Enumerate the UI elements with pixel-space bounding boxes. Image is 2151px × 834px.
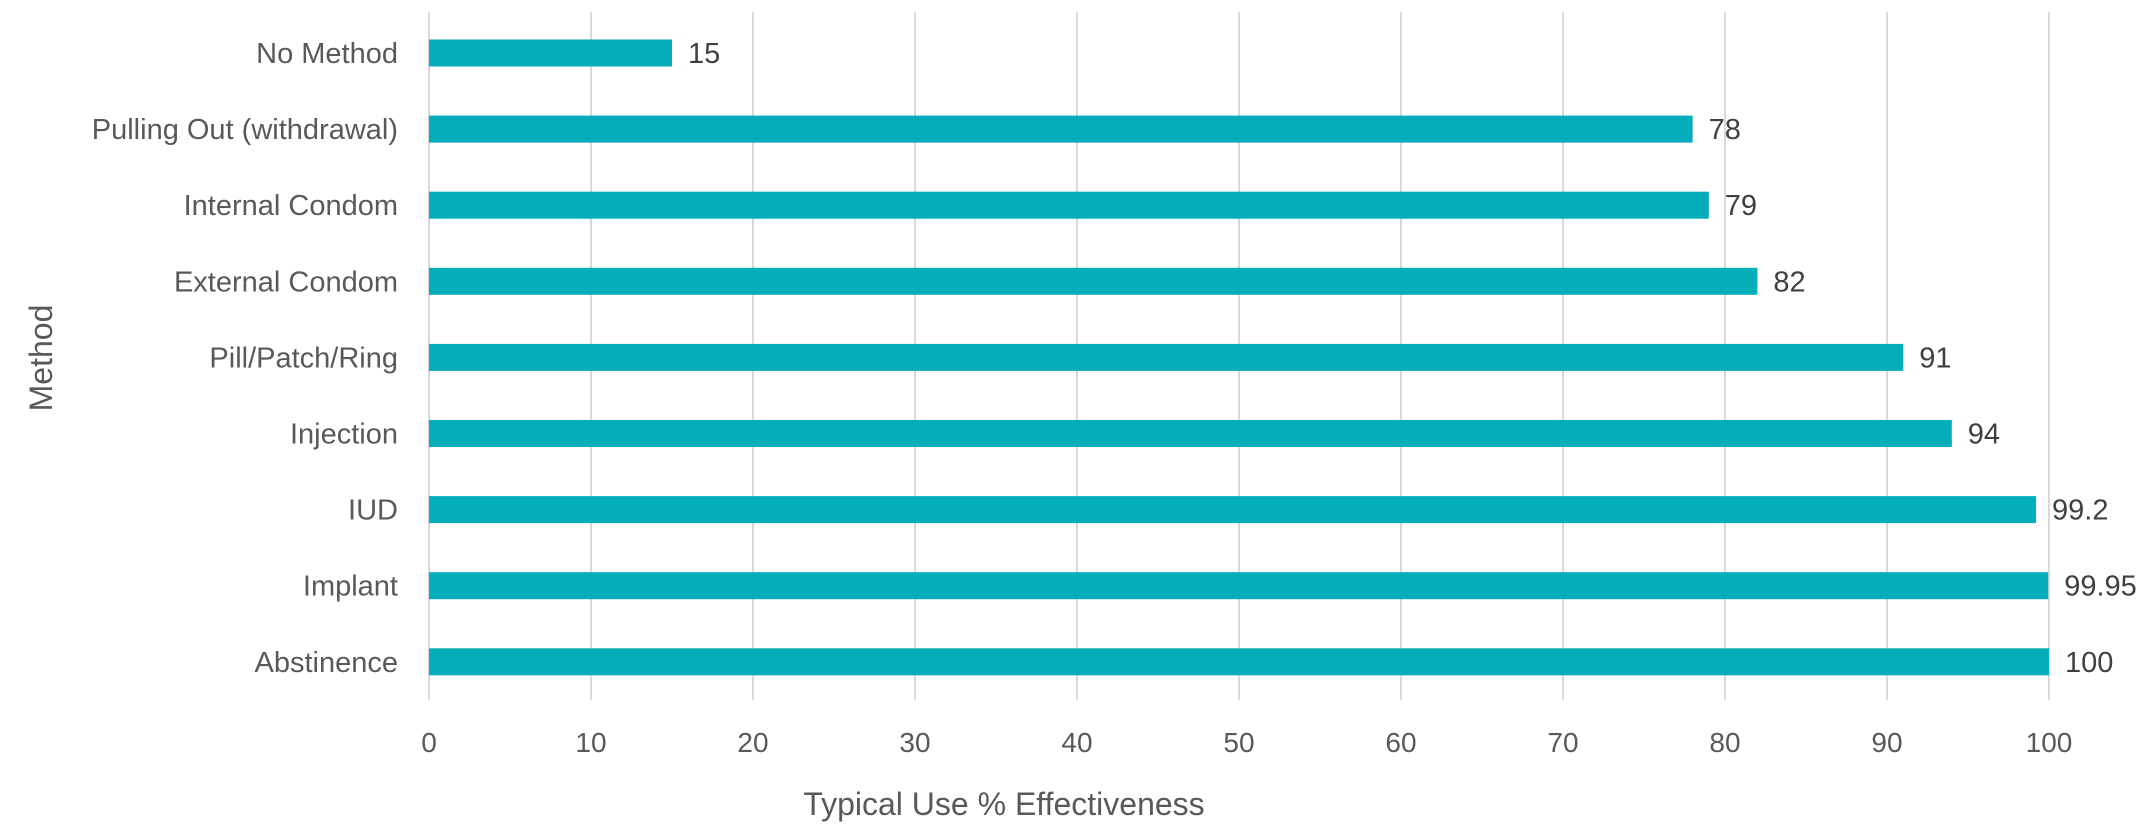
x-axis-title: Typical Use % Effectiveness	[803, 786, 1204, 822]
bar	[429, 115, 1693, 143]
x-tick-label: 0	[421, 727, 437, 758]
data-label: 79	[1725, 190, 1757, 222]
category-label: Implant	[303, 571, 398, 603]
category-label: Pulling Out (withdrawal)	[92, 114, 398, 146]
bar	[429, 39, 672, 67]
x-tick-label: 70	[1547, 727, 1578, 758]
category-label: Pill/Patch/Ring	[209, 342, 398, 374]
data-label: 99.95	[2064, 571, 2137, 603]
labels: 0 10 20 30 40 50 60 70 80 90 100 No Method 15 Pulling…	[92, 38, 2137, 758]
x-tick-label: 40	[1061, 727, 1092, 758]
bar	[429, 343, 1904, 371]
bars	[429, 39, 2049, 676]
x-tick-label: 30	[899, 727, 930, 758]
data-label: 94	[1968, 419, 2000, 451]
data-label: 82	[1773, 266, 1805, 298]
data-label: 99.2	[2052, 495, 2108, 527]
category-label: Injection	[290, 419, 398, 451]
x-tick-label: 50	[1223, 727, 1254, 758]
data-label: 100	[2065, 647, 2113, 679]
x-tick-label: 90	[1871, 727, 1902, 758]
x-tick-label: 80	[1709, 727, 1740, 758]
data-label: 91	[1919, 342, 1951, 374]
data-label: 78	[1709, 114, 1741, 146]
bar	[429, 267, 1758, 295]
bar	[429, 191, 1709, 219]
x-tick-label: 100	[2026, 727, 2073, 758]
category-label: External Condom	[174, 266, 398, 298]
y-axis-title: Method	[23, 305, 59, 412]
category-label: No Method	[256, 38, 398, 70]
bar	[429, 496, 2037, 524]
bar	[429, 648, 2049, 676]
bar	[429, 572, 2049, 600]
bar	[429, 420, 1952, 447]
x-tick-label: 20	[737, 727, 768, 758]
data-label: 15	[688, 38, 720, 70]
x-tick-label: 10	[575, 727, 606, 758]
x-tick-label: 60	[1385, 727, 1416, 758]
category-label: IUD	[348, 495, 398, 527]
category-label: Internal Condom	[184, 190, 398, 222]
category-label: Abstinence	[255, 647, 399, 679]
